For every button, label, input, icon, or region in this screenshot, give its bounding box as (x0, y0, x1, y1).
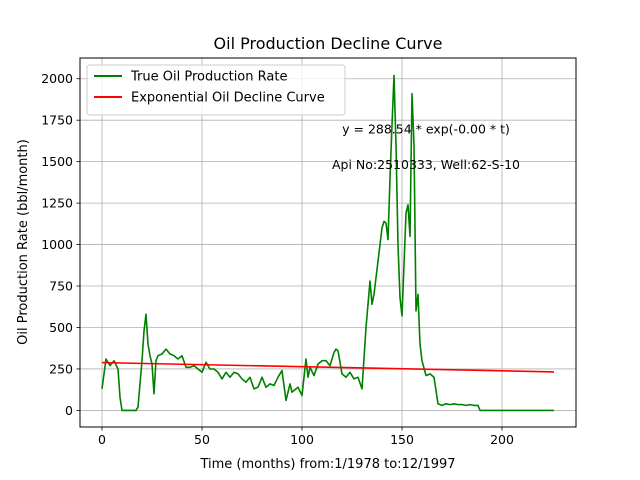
x-tick-label: 0 (98, 432, 106, 447)
axis-ticks: 0 50 100 150 2000250500750100012501500175020… (41, 71, 514, 447)
x-tick-label: 50 (194, 432, 210, 447)
y-tick-label: 1000 (41, 237, 73, 252)
grid (80, 58, 576, 427)
legend-label-true-oil-production: True Oil Production Rate (130, 70, 287, 85)
legend-box (86, 64, 346, 116)
y-tick-label: 750 (49, 279, 73, 294)
y-tick-label: 500 (49, 320, 73, 335)
y-axis-label: Oil Production Rate (bbl/month) (16, 139, 31, 345)
chart-title: Oil Production Decline Curve (214, 34, 443, 53)
x-axis-label: Time (months) from:1/1978 to:12/1997 (199, 457, 455, 472)
y-tick-label: 1750 (41, 113, 73, 128)
y-tick-label: 1500 (41, 154, 73, 169)
plot-frame (79, 57, 577, 428)
legend-label-exponential-decline: Exponential Oil Decline Curve (131, 91, 325, 106)
equation-annotation: y = 288.54 * exp(-0.00 * t) (342, 121, 510, 136)
well-annotation: Api No:2510333, Well:62-S-10 (332, 157, 520, 172)
series-line-true-oil-production (101, 74, 554, 412)
y-tick-label: 250 (49, 361, 73, 376)
series-line-exponential-decline (101, 361, 555, 373)
x-tick-label: 150 (390, 432, 414, 447)
y-tick-label: 2000 (41, 71, 73, 86)
y-tick-label: 1250 (41, 196, 73, 211)
y-tick-label: 0 (65, 403, 73, 418)
legend: True Oil Production Rate Exponential Oil… (86, 64, 346, 116)
x-tick-label: 100 (290, 432, 314, 447)
plot-area (80, 58, 576, 427)
series-lines (101, 74, 555, 412)
x-tick-label: 200 (490, 432, 514, 447)
